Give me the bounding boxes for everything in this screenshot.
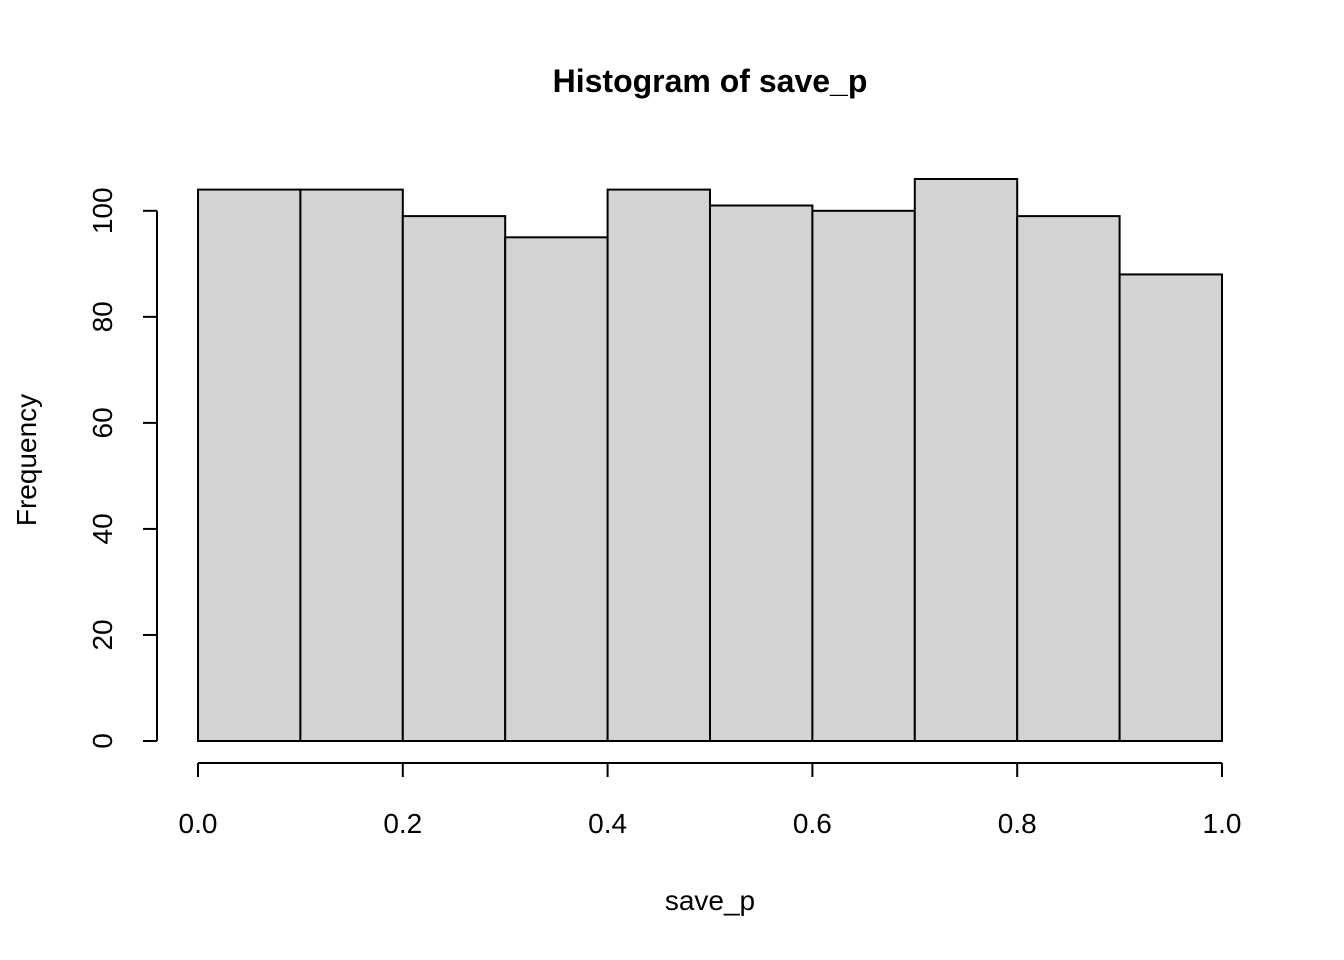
x-tick-label: 1.0 <box>1203 808 1242 839</box>
y-axis-label: Frequency <box>11 394 42 526</box>
x-axis-label: save_p <box>665 885 755 916</box>
y-tick-label: 40 <box>87 513 118 544</box>
x-tick-label: 0.0 <box>179 808 218 839</box>
y-tick-label: 0 <box>87 733 118 749</box>
histogram-bar-10 <box>1118 273 1223 742</box>
y-tick-label: 20 <box>87 619 118 650</box>
bars-group <box>197 178 1223 743</box>
y-tick-label: 60 <box>87 407 118 438</box>
x-axis: 0.0 0.2 0.4 0.6 0.8 1.0 <box>179 762 1242 839</box>
histogram-bar-9 <box>1016 215 1121 742</box>
histogram-bar-1 <box>197 188 302 743</box>
histogram-bar-4 <box>504 236 609 743</box>
histogram-bar-3 <box>401 215 507 742</box>
x-tick-label: 0.6 <box>793 808 832 839</box>
chart-title: Histogram of save_p <box>553 63 868 99</box>
histogram-bar-6 <box>709 204 814 742</box>
histogram-bar-2 <box>299 188 404 743</box>
x-tick-label: 0.2 <box>383 808 422 839</box>
y-tick-label: 80 <box>87 301 118 332</box>
y-axis: 0 20 40 60 80 100 <box>87 187 158 749</box>
histogram-bar-5 <box>606 188 711 743</box>
x-tick-label: 0.4 <box>588 808 627 839</box>
y-tick-label: 100 <box>87 187 118 234</box>
x-tick-label: 0.8 <box>998 808 1037 839</box>
histogram-bar-8 <box>913 178 1019 742</box>
histogram-bar-7 <box>811 209 916 742</box>
